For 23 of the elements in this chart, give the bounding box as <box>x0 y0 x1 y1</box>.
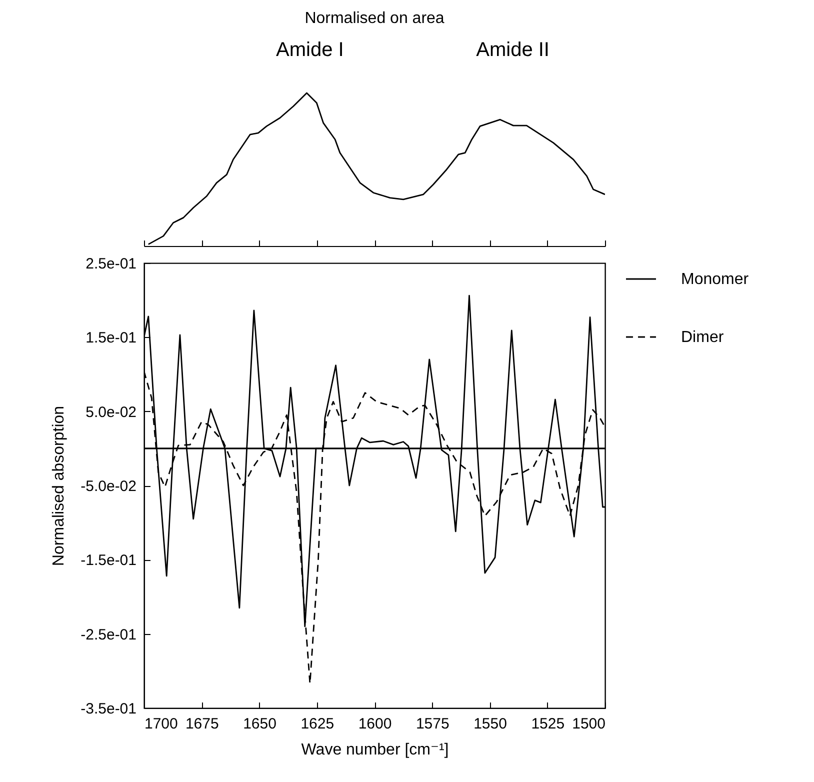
chart-title: Normalised on area <box>304 10 444 27</box>
y-tick-label: -5.0e-02 <box>80 478 136 495</box>
x-tick-label: 1525 <box>531 716 565 732</box>
y-tick-label: 1.5e-01 <box>86 330 136 347</box>
y-tick-label: -3.5e-01 <box>80 700 136 718</box>
x-tick-label: 1575 <box>416 716 450 732</box>
x-tick-label: 1550 <box>474 716 507 732</box>
text: Amide I <box>276 39 344 61</box>
x-tick-label: 1700 <box>144 716 178 732</box>
y-tick-label: -1.5e-01 <box>80 552 136 570</box>
x-tick-label: 1500 <box>572 716 606 732</box>
x-tick-label: 1600 <box>358 716 392 732</box>
x-tick-label: 1625 <box>300 716 334 732</box>
x-tick-label: 1650 <box>243 716 276 732</box>
y-tick-label: -2.5e-01 <box>80 626 136 644</box>
text: Amide II <box>476 39 550 61</box>
y-tick-label: 5.0e-02 <box>86 404 136 421</box>
y-axis-title: Normalised absorption <box>50 406 68 566</box>
legend-label: Monomer <box>681 271 750 288</box>
y-tick-label: 2.5e-01 <box>86 256 136 272</box>
x-tick-label: 1675 <box>185 716 219 732</box>
legend-label: Dimer <box>681 329 724 346</box>
x-axis-title: Wave number [cm⁻¹] <box>301 742 449 758</box>
